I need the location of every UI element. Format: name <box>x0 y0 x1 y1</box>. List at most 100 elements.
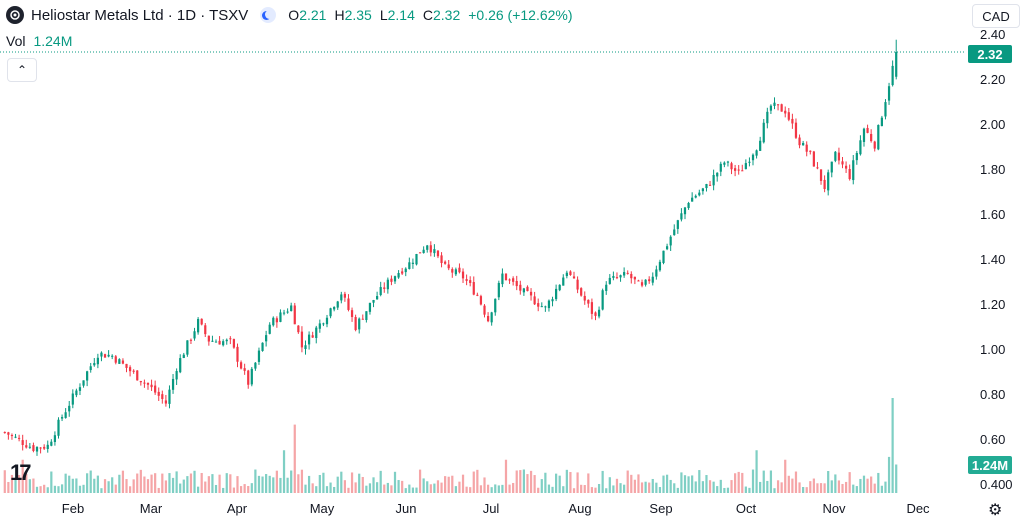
market-closed-moon-icon[interactable] <box>260 7 277 23</box>
candle-body <box>75 390 78 396</box>
volume-bar <box>880 485 883 493</box>
candle-body <box>143 382 146 384</box>
volume-value: 1.24M <box>33 33 73 49</box>
candle-body <box>640 282 644 286</box>
y-tick-label: 0.400 <box>980 477 1013 492</box>
candle-body <box>451 269 454 273</box>
volume-bar <box>86 473 89 493</box>
candle-body <box>615 277 619 279</box>
candle-body <box>222 341 225 346</box>
volume-bar <box>870 476 873 493</box>
candle-body <box>465 279 468 281</box>
volume-bar <box>719 479 722 493</box>
volume-bar <box>465 486 468 493</box>
volume-bar <box>171 477 175 493</box>
tradingview-logo-icon[interactable]: 17 <box>10 460 32 485</box>
candle-body <box>504 273 508 281</box>
volume-bar <box>844 481 848 493</box>
volume-bar <box>612 485 615 493</box>
candle-body <box>239 362 243 369</box>
volume-bar <box>397 480 400 493</box>
volume-bar <box>633 479 636 493</box>
candle-body <box>254 362 257 369</box>
volume-bar <box>168 473 171 493</box>
candle-body <box>118 359 121 364</box>
candle-body <box>39 447 42 449</box>
symbol-title[interactable]: Heliostar Metals Ltd · 1D · TSXV <box>31 6 249 24</box>
volume-bar <box>519 470 522 493</box>
last-price-tag: 2.32 <box>968 45 1012 63</box>
candle-body <box>873 141 876 149</box>
volume-bar <box>848 472 851 493</box>
volume-bar <box>694 481 697 493</box>
candle-body <box>479 296 483 305</box>
candle-body <box>483 305 486 315</box>
candle-body <box>551 299 554 302</box>
candle-body <box>852 160 855 181</box>
candle-body <box>32 445 35 451</box>
volume-bar <box>619 483 622 493</box>
candle-body <box>286 311 289 313</box>
candle-body <box>329 308 332 317</box>
candle-body <box>515 280 518 287</box>
volume-bar <box>587 473 590 493</box>
candle-body <box>229 338 232 340</box>
candle-body <box>590 302 594 314</box>
candle-body <box>311 335 314 338</box>
candle-body <box>644 279 647 285</box>
candle-body <box>741 170 744 172</box>
volume-bar <box>89 470 92 493</box>
volume-bar <box>444 476 447 493</box>
volume-bar <box>494 484 497 493</box>
volume-bar <box>429 484 432 493</box>
candle-body <box>605 284 608 291</box>
settings-gear-icon[interactable]: ⚙ <box>988 502 1003 519</box>
volume-bar <box>748 487 751 493</box>
candle-body <box>64 412 67 418</box>
volume-bar <box>562 486 565 493</box>
candle-body <box>827 172 830 191</box>
volume-bar <box>862 475 866 493</box>
candle-body <box>189 339 193 341</box>
candle-body <box>583 295 586 301</box>
volume-bar <box>580 484 583 493</box>
candle-body <box>340 294 343 301</box>
candle-body <box>225 339 228 342</box>
candle-body <box>272 317 275 326</box>
currency-button[interactable]: CAD <box>972 4 1020 28</box>
volume-bar <box>716 486 719 493</box>
volume-bar <box>415 487 418 493</box>
candle-body <box>737 169 740 171</box>
volume-bar <box>232 487 236 493</box>
volume-bar <box>293 424 296 493</box>
volume-bar <box>555 473 558 493</box>
volume-bar <box>114 484 117 493</box>
candle-body <box>848 169 851 180</box>
candle-body <box>812 151 815 167</box>
volume-bar <box>737 471 740 493</box>
volume-bar <box>376 482 379 493</box>
candle-body <box>691 197 694 202</box>
volume-bar <box>322 472 325 493</box>
candle-body <box>623 272 626 276</box>
candle-body <box>318 323 321 329</box>
volume-bar <box>343 480 346 493</box>
x-tick-label: May <box>310 501 335 516</box>
candle-body <box>236 346 239 362</box>
volume-bar <box>3 470 6 493</box>
volume-bar <box>590 487 594 493</box>
candle-body <box>637 280 640 282</box>
candle-body <box>787 112 790 120</box>
candle-body <box>587 299 590 304</box>
volume-bar <box>802 487 805 493</box>
volume-bar <box>873 483 876 493</box>
volume-bar <box>275 470 278 493</box>
candle-body <box>433 249 436 254</box>
collapse-legend-button[interactable]: ⌃ <box>7 58 37 82</box>
candle-body <box>14 436 17 438</box>
volume-bar <box>547 484 551 493</box>
volume-bar <box>708 480 712 493</box>
volume-bar <box>662 475 665 493</box>
volume-bar <box>189 473 193 493</box>
